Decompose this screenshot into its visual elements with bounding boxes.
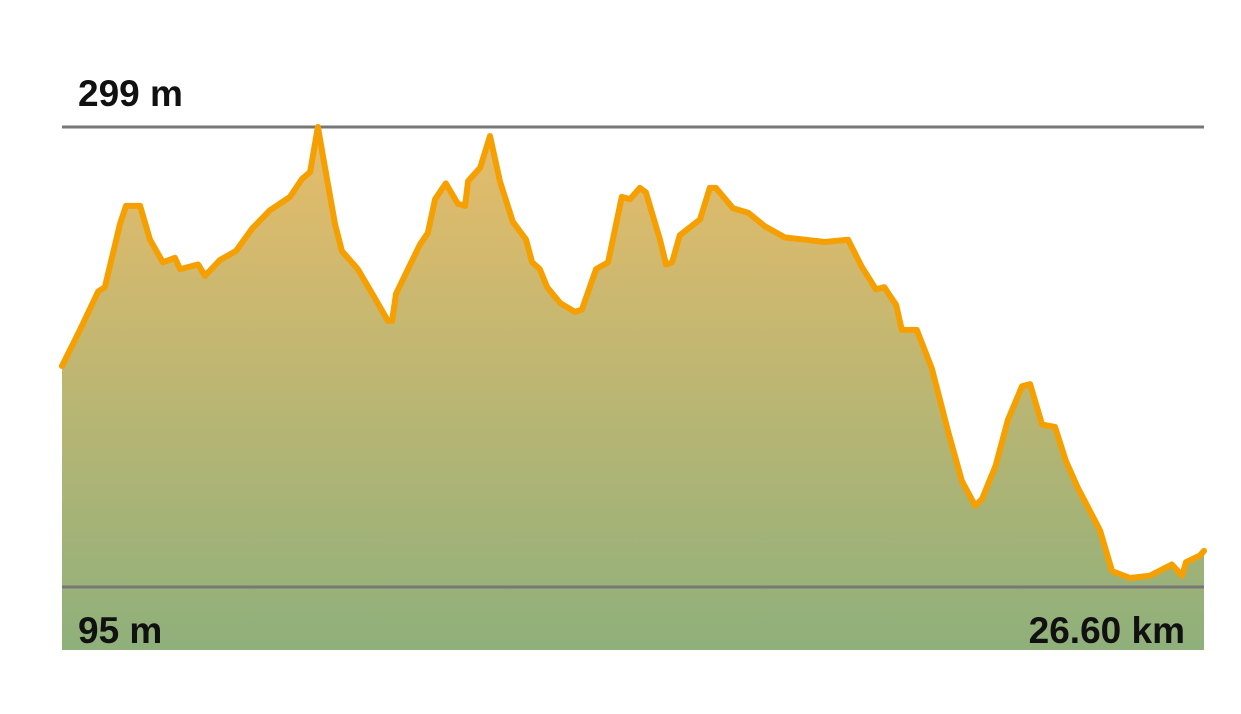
elevation-line [59,124,1207,581]
min-elevation-label: 95 m [78,610,163,651]
total-distance-label: 26.60 km [1028,610,1185,651]
max-elevation-label: 299 m [78,73,183,114]
